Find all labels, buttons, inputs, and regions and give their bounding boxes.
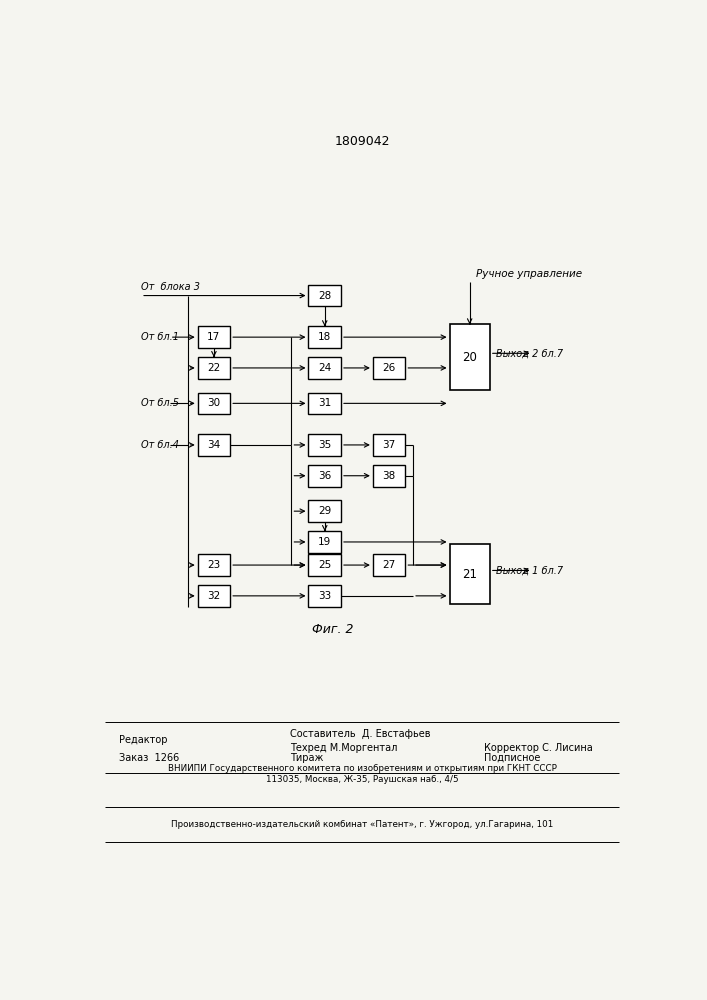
Text: 30: 30 bbox=[207, 398, 221, 408]
Text: Выход 2 бл.7: Выход 2 бл.7 bbox=[496, 348, 563, 358]
Bar bbox=[198, 585, 230, 607]
Bar bbox=[198, 393, 230, 414]
Text: 19: 19 bbox=[318, 537, 332, 547]
Bar bbox=[308, 500, 341, 522]
Bar bbox=[198, 357, 230, 379]
Text: Составитель  Д. Евстафьев: Составитель Д. Евстафьев bbox=[290, 729, 431, 739]
Text: 35: 35 bbox=[318, 440, 332, 450]
Bar bbox=[308, 531, 341, 553]
Text: ВНИИПИ Государственного комитета по изобретениям и открытиям при ГКНТ СССР: ВНИИПИ Государственного комитета по изоб… bbox=[168, 764, 557, 773]
Bar bbox=[450, 544, 490, 604]
Text: 113035, Москва, Ж-35, Раушская наб., 4/5: 113035, Москва, Ж-35, Раушская наб., 4/5 bbox=[266, 775, 459, 784]
Text: 21: 21 bbox=[462, 568, 477, 581]
Text: Фиг. 2: Фиг. 2 bbox=[312, 623, 354, 636]
Bar bbox=[308, 357, 341, 379]
Text: Корректор С. Лисина: Корректор С. Лисина bbox=[484, 743, 592, 753]
Text: 27: 27 bbox=[382, 560, 396, 570]
Text: 25: 25 bbox=[318, 560, 332, 570]
Text: От бл.4: От бл.4 bbox=[141, 440, 179, 450]
Text: Заказ  1266: Заказ 1266 bbox=[119, 753, 180, 763]
Text: 23: 23 bbox=[207, 560, 221, 570]
Text: Редактор: Редактор bbox=[119, 735, 168, 745]
Text: 31: 31 bbox=[318, 398, 332, 408]
Bar bbox=[308, 285, 341, 306]
Text: Подписное: Подписное bbox=[484, 753, 540, 763]
Text: От  блока 3: От блока 3 bbox=[141, 282, 200, 292]
Text: 18: 18 bbox=[318, 332, 332, 342]
Text: 28: 28 bbox=[318, 291, 332, 301]
Bar bbox=[308, 326, 341, 348]
Text: От бл.1: От бл.1 bbox=[141, 332, 179, 342]
Bar bbox=[450, 324, 490, 390]
Text: 32: 32 bbox=[207, 591, 221, 601]
Text: Производственно-издательский комбинат «Патент», г. Ужгород, ул.Гагарина, 101: Производственно-издательский комбинат «П… bbox=[171, 820, 554, 829]
Text: 24: 24 bbox=[318, 363, 332, 373]
Bar bbox=[373, 434, 405, 456]
Text: 22: 22 bbox=[207, 363, 221, 373]
Text: 1809042: 1809042 bbox=[334, 135, 390, 148]
Text: Ручное управление: Ручное управление bbox=[476, 269, 582, 279]
Bar bbox=[198, 434, 230, 456]
Bar bbox=[308, 585, 341, 607]
Bar bbox=[308, 465, 341, 487]
Text: От бл.5: От бл.5 bbox=[141, 398, 179, 408]
Text: Тираж: Тираж bbox=[290, 753, 323, 763]
Text: 17: 17 bbox=[207, 332, 221, 342]
Bar bbox=[373, 554, 405, 576]
Text: 33: 33 bbox=[318, 591, 332, 601]
Text: 36: 36 bbox=[318, 471, 332, 481]
Text: 20: 20 bbox=[462, 351, 477, 364]
Text: 38: 38 bbox=[382, 471, 396, 481]
Text: 37: 37 bbox=[382, 440, 396, 450]
Bar bbox=[373, 465, 405, 487]
Bar bbox=[308, 554, 341, 576]
Bar bbox=[198, 326, 230, 348]
Text: Выход 1 бл.7: Выход 1 бл.7 bbox=[496, 565, 563, 575]
Bar bbox=[373, 357, 405, 379]
Text: 29: 29 bbox=[318, 506, 332, 516]
Text: 34: 34 bbox=[207, 440, 221, 450]
Text: 26: 26 bbox=[382, 363, 396, 373]
Bar bbox=[198, 554, 230, 576]
Bar bbox=[308, 393, 341, 414]
Bar bbox=[308, 434, 341, 456]
Text: Техред М.Моргентал: Техред М.Моргентал bbox=[290, 743, 397, 753]
